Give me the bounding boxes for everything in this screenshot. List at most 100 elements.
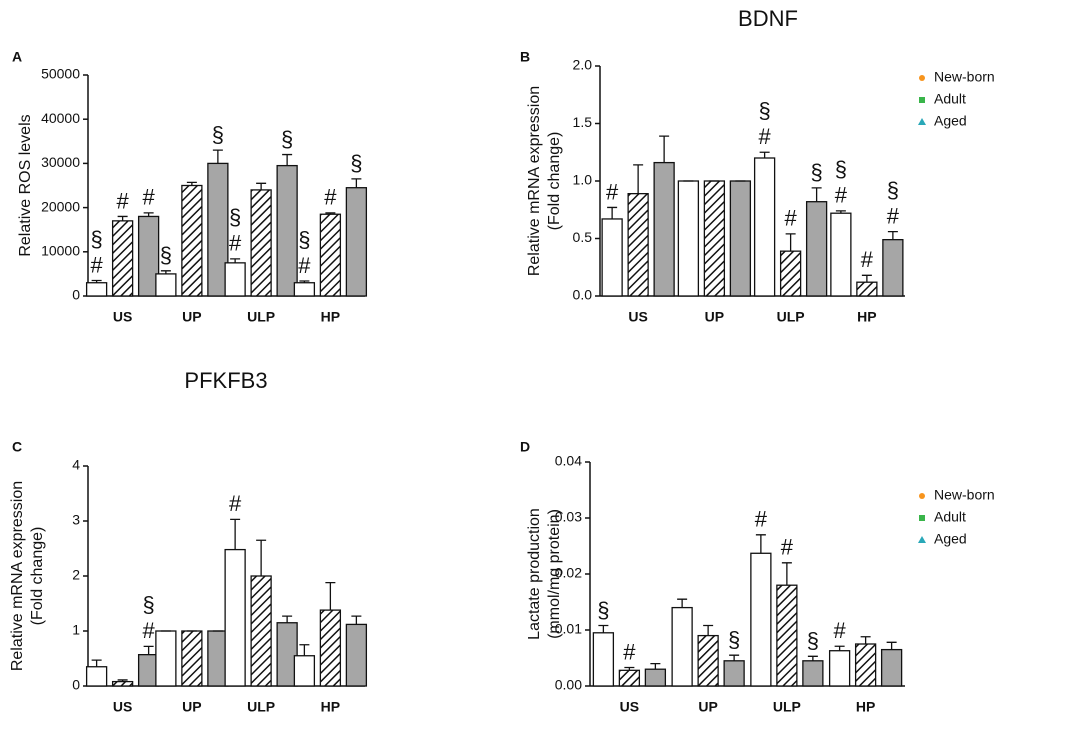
- legend-label: New-born: [934, 487, 995, 503]
- significance-mark: #: [781, 535, 794, 560]
- error-bar: [785, 233, 796, 252]
- bar: [779, 250, 802, 297]
- bar: [181, 630, 203, 687]
- significance-mark: #: [229, 231, 242, 256]
- y-tick-label: 0.5: [573, 229, 593, 245]
- bar: [653, 161, 675, 297]
- error-bar: [811, 187, 822, 202]
- legend-marker: [919, 75, 925, 81]
- error-bar: [230, 258, 241, 263]
- bar: [703, 180, 726, 297]
- significance-mark: #: [755, 507, 768, 532]
- bar: [880, 648, 903, 687]
- significance-mark: #: [623, 639, 636, 664]
- x-tick-label: UP: [182, 309, 201, 325]
- bar: [111, 680, 134, 687]
- bar: [224, 262, 246, 297]
- error-bar: [607, 206, 618, 219]
- significance-mark: §: [160, 243, 172, 268]
- error-bar: [886, 641, 897, 650]
- significance-mark: §: [143, 592, 155, 617]
- legend-label: Aged: [934, 113, 967, 129]
- y-tick-label: 4: [72, 457, 80, 473]
- error-bar: [351, 178, 362, 188]
- y-tick-label: 50000: [41, 66, 80, 82]
- x-tick-label: UP: [705, 309, 724, 325]
- legend-marker: [918, 536, 926, 543]
- significance-mark: §: [212, 122, 224, 147]
- significance-mark: §: [807, 628, 819, 653]
- panel-label: B: [520, 49, 530, 65]
- significance-mark: #: [861, 247, 874, 272]
- error-bar: [598, 624, 609, 633]
- error-bar: [230, 518, 241, 550]
- y-axis-label: Relative ROS levels: [17, 114, 34, 256]
- error-bar: [887, 230, 898, 240]
- y-axis-label: Lactate production: [526, 508, 543, 640]
- x-tick-label: HP: [857, 309, 876, 325]
- error-bar: [703, 624, 714, 636]
- x-tick-label: ULP: [247, 309, 275, 325]
- significance-mark: #: [834, 618, 847, 643]
- bar: [293, 655, 316, 687]
- error-bar: [835, 210, 846, 214]
- y-tick-label: 30000: [41, 154, 80, 170]
- error-bar: [624, 666, 635, 671]
- x-tick-label: US: [113, 309, 132, 325]
- panel-label: D: [520, 439, 530, 455]
- y-axis-label: Relative mRNA expression: [526, 86, 543, 276]
- error-bar: [143, 212, 154, 217]
- error-bar: [781, 562, 792, 586]
- error-bar: [650, 662, 661, 670]
- error-bar: [117, 679, 128, 682]
- significance-mark: §: [298, 227, 310, 252]
- error-bar: [861, 274, 872, 283]
- error-bar: [325, 212, 336, 215]
- significance-mark: §: [350, 151, 362, 176]
- bar: [627, 192, 649, 297]
- bar: [592, 632, 615, 687]
- error-bar: [212, 149, 223, 164]
- legend-marker: [918, 118, 926, 125]
- y-tick-label: 0.02: [555, 565, 582, 581]
- y-axis-label: (Fold change): [546, 132, 563, 231]
- y-axis-label: Relative mRNA expression: [9, 481, 26, 671]
- legend-marker: [919, 515, 925, 521]
- significance-mark: §: [229, 205, 241, 230]
- significance-mark: §: [91, 226, 103, 251]
- y-tick-label: 0.0: [573, 287, 593, 303]
- panel-label: A: [12, 49, 22, 65]
- chart-title: BDNF: [738, 6, 798, 31]
- bar: [601, 218, 623, 297]
- significance-mark: §: [281, 126, 293, 151]
- error-bar: [282, 153, 293, 166]
- bar: [697, 634, 719, 687]
- error-bar: [633, 164, 644, 194]
- bar: [830, 212, 852, 297]
- bar: [677, 180, 700, 297]
- x-tick-label: HP: [321, 699, 340, 715]
- significance-mark: #: [229, 491, 242, 516]
- significance-mark: #: [143, 185, 156, 210]
- significance-mark: #: [835, 183, 848, 208]
- y-tick-label: 2: [72, 567, 80, 583]
- y-tick-label: 0: [72, 677, 80, 693]
- error-bar: [299, 644, 310, 656]
- significance-mark: #: [91, 252, 104, 277]
- y-tick-label: 1.5: [573, 114, 593, 130]
- y-tick-label: 40000: [41, 110, 80, 126]
- y-tick-label: 0.00: [555, 677, 582, 693]
- significance-mark: #: [298, 253, 311, 278]
- significance-mark: #: [324, 185, 337, 210]
- bar: [671, 606, 693, 687]
- significance-mark: §: [597, 597, 609, 622]
- error-bar: [759, 151, 770, 158]
- significance-mark: §: [835, 157, 847, 182]
- bar: [776, 584, 798, 687]
- y-tick-label: 0.03: [555, 509, 582, 525]
- bar: [828, 650, 851, 687]
- error-bar: [282, 615, 293, 623]
- legend-label: Adult: [934, 91, 966, 107]
- x-tick-label: US: [620, 699, 639, 715]
